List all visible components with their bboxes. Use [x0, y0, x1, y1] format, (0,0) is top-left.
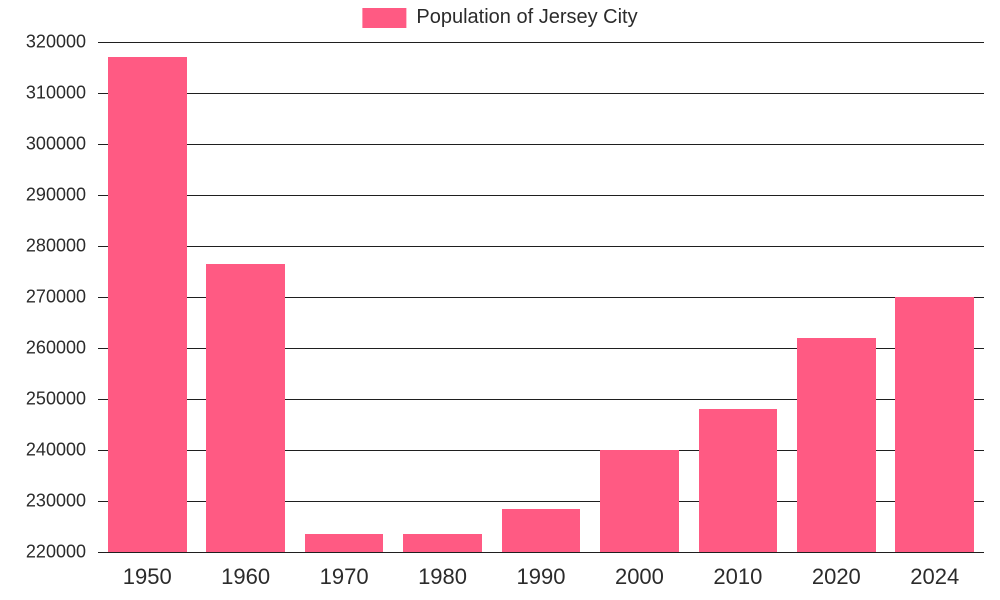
y-tick-label: 280000	[4, 236, 86, 257]
x-tick-label: 1970	[320, 564, 369, 590]
x-tick-label: 1980	[418, 564, 467, 590]
bar	[206, 264, 285, 552]
y-tick-label: 260000	[4, 338, 86, 359]
gridline	[98, 246, 984, 247]
x-tick-label: 1990	[517, 564, 566, 590]
legend-label: Population of Jersey City	[416, 6, 637, 29]
x-tick-label: 2024	[910, 564, 959, 590]
bar	[403, 534, 482, 552]
y-tick-label: 220000	[4, 542, 86, 563]
y-tick-label: 250000	[4, 389, 86, 410]
y-tick-label: 240000	[4, 440, 86, 461]
bar	[305, 534, 384, 552]
gridline	[98, 42, 984, 43]
x-tick-label: 1950	[123, 564, 172, 590]
bar	[797, 338, 876, 552]
gridline	[98, 144, 984, 145]
chart-legend: Population of Jersey City	[362, 6, 637, 29]
bar	[108, 57, 187, 552]
gridline	[98, 93, 984, 94]
y-tick-label: 290000	[4, 185, 86, 206]
bar	[895, 297, 974, 552]
y-tick-label: 230000	[4, 491, 86, 512]
y-tick-label: 300000	[4, 134, 86, 155]
bar	[600, 450, 679, 552]
y-tick-label: 320000	[4, 32, 86, 53]
y-tick-label: 270000	[4, 287, 86, 308]
plot-area: 2200002300002400002500002600002700002800…	[98, 42, 984, 552]
bar	[502, 509, 581, 552]
legend-swatch	[362, 8, 406, 28]
x-tick-label: 2010	[713, 564, 762, 590]
x-tick-label: 2000	[615, 564, 664, 590]
x-tick-label: 1960	[221, 564, 270, 590]
x-tick-label: 2020	[812, 564, 861, 590]
y-tick-label: 310000	[4, 83, 86, 104]
gridline	[98, 195, 984, 196]
gridline	[98, 552, 984, 553]
population-bar-chart: Population of Jersey City 22000023000024…	[0, 0, 1000, 600]
bar	[699, 409, 778, 552]
